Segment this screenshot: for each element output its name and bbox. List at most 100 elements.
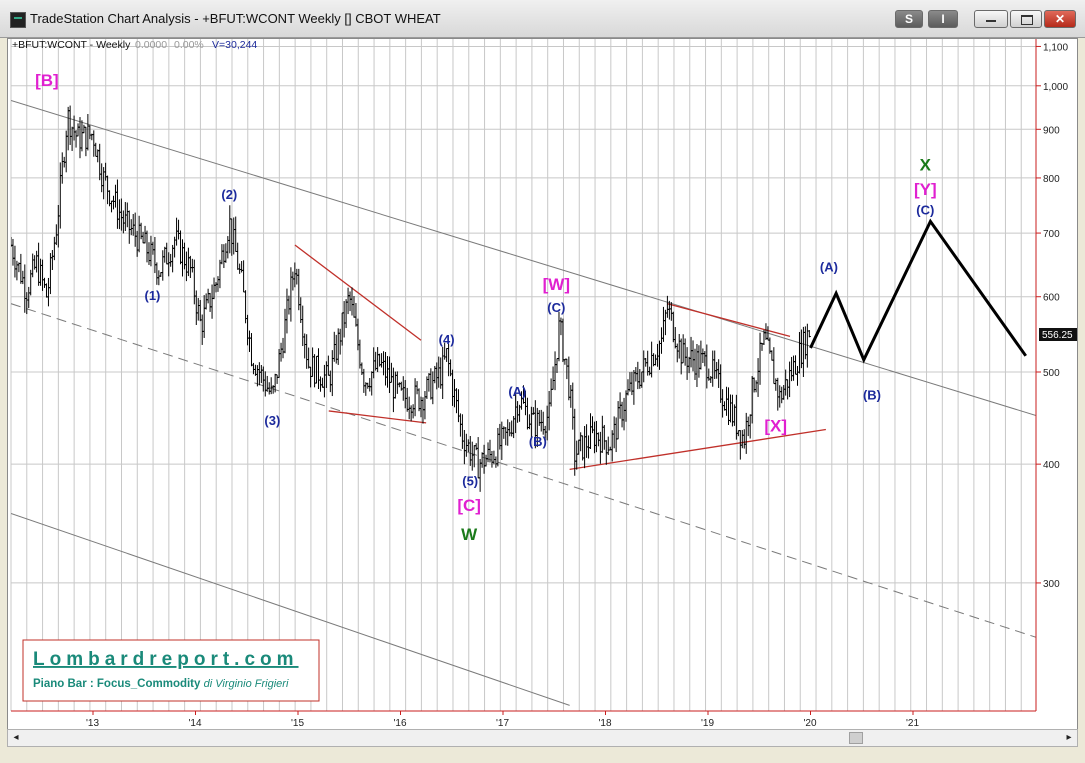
- price-bar: [198, 300, 202, 322]
- price-bar: [715, 361, 719, 379]
- price-bar: [780, 386, 784, 404]
- scroll-right-arrow-icon[interactable]: ▸: [1066, 732, 1072, 743]
- scroll-thumb[interactable]: [849, 732, 863, 744]
- price-bar: [37, 242, 41, 286]
- price-bar: [744, 412, 748, 454]
- price-bar: [587, 435, 591, 459]
- price-bar: [210, 284, 214, 319]
- wave-label: (A): [820, 259, 838, 274]
- watermark-caption-italic: di Virginio Frigieri: [204, 678, 289, 690]
- price-bar: [622, 397, 626, 431]
- price-bar: [44, 283, 48, 298]
- price-bar: [514, 394, 518, 434]
- price-bar: [770, 350, 774, 361]
- triangle-trendline: [569, 428, 826, 470]
- price-bar: [222, 244, 226, 269]
- price-bar: [35, 250, 39, 273]
- price-bar: [742, 429, 746, 449]
- price-bar: [405, 387, 409, 412]
- last-price-value: 556.25: [1042, 330, 1073, 341]
- price-bar: [683, 338, 687, 366]
- price-bar: [376, 347, 380, 373]
- symbol-link-button[interactable]: S: [895, 10, 923, 28]
- price-bar: [602, 424, 606, 450]
- price-bar: [259, 365, 263, 384]
- price-bar: [74, 130, 78, 148]
- wave-label: [C]: [457, 496, 481, 515]
- price-chart[interactable]: [B] (1) (2) (3) (4) (5) [C] W (A) (B) [W] (C) [X] (A)…: [8, 39, 1077, 730]
- price-bar: [344, 299, 348, 329]
- price-bar: [494, 456, 498, 468]
- wave-label: [B]: [35, 71, 59, 90]
- price-bar: [188, 255, 192, 278]
- close-button[interactable]: ✕: [1044, 10, 1076, 28]
- price-bar: [15, 260, 19, 281]
- y-tick-label: 300: [1043, 579, 1060, 590]
- price-bar: [447, 343, 451, 377]
- price-bar: [248, 330, 252, 352]
- price-bar: [287, 295, 291, 315]
- horizontal-scrollbar[interactable]: ◂ ▸: [7, 729, 1078, 747]
- price-bar: [746, 416, 750, 437]
- y-axis: 300 400 500 600 700 800 900 1,000 1,100: [1035, 39, 1068, 711]
- x-tick-label: '15: [291, 718, 304, 729]
- price-bar: [713, 350, 717, 379]
- price-bar: [585, 424, 589, 458]
- price-bar: [366, 382, 370, 389]
- scroll-left-arrow-icon[interactable]: ◂: [13, 732, 19, 743]
- price-bar: [368, 377, 372, 392]
- chart-area[interactable]: [B] (1) (2) (3) (4) (5) [C] W (A) (B) [W] (C) [X] (A)…: [7, 38, 1078, 745]
- price-bar: [504, 427, 508, 446]
- price-bar: [364, 382, 368, 396]
- price-bar: [571, 382, 575, 430]
- price-bar: [693, 348, 697, 380]
- price-bar: [110, 200, 114, 213]
- price-bar: [194, 290, 198, 326]
- price-bar: [257, 362, 261, 386]
- price-bar: [387, 356, 391, 394]
- price-bar: [598, 431, 602, 464]
- indicator-button[interactable]: I: [928, 10, 958, 28]
- price-bar: [43, 277, 47, 288]
- minimize-button[interactable]: [974, 10, 1008, 28]
- change-percent: 0.00%: [174, 39, 204, 51]
- price-bar: [96, 149, 100, 163]
- price-bar: [76, 123, 80, 137]
- price-bar: [98, 143, 102, 181]
- window-edge: [1078, 38, 1085, 747]
- price-bar: [508, 422, 512, 437]
- price-bar: [659, 327, 663, 354]
- price-bar: [303, 333, 307, 359]
- price-bar: [606, 436, 610, 456]
- tradestation-app-icon: [10, 12, 26, 28]
- triangle-trendline: [294, 244, 422, 341]
- price-bar: [167, 252, 171, 277]
- price-bar: [58, 162, 62, 229]
- price-bar: [41, 259, 45, 291]
- y-tick-label: 400: [1043, 460, 1060, 471]
- price-bar: [778, 385, 782, 408]
- price-bar: [419, 396, 423, 418]
- y-tick-label: 800: [1043, 174, 1060, 185]
- price-bar: [281, 337, 285, 359]
- price-bar: [456, 389, 460, 423]
- x-tick-label: '21: [906, 718, 919, 729]
- price-bar: [224, 243, 228, 263]
- price-bar: [269, 377, 273, 395]
- price-bar: [654, 354, 658, 366]
- price-bar: [675, 343, 679, 363]
- price-bar: [283, 308, 287, 354]
- price-bar: [80, 120, 84, 152]
- price-bar: [451, 369, 455, 406]
- price-bar: [725, 386, 729, 416]
- wave-label: [X]: [764, 416, 787, 435]
- price-bar: [25, 292, 29, 315]
- price-bar: [764, 323, 768, 340]
- maximize-button[interactable]: [1010, 10, 1042, 28]
- price-bar: [583, 425, 587, 469]
- price-bar: [348, 291, 352, 312]
- price-bar: [338, 328, 342, 355]
- price-bar: [228, 205, 232, 254]
- price-bar: [216, 276, 220, 292]
- price-bar: [161, 250, 165, 281]
